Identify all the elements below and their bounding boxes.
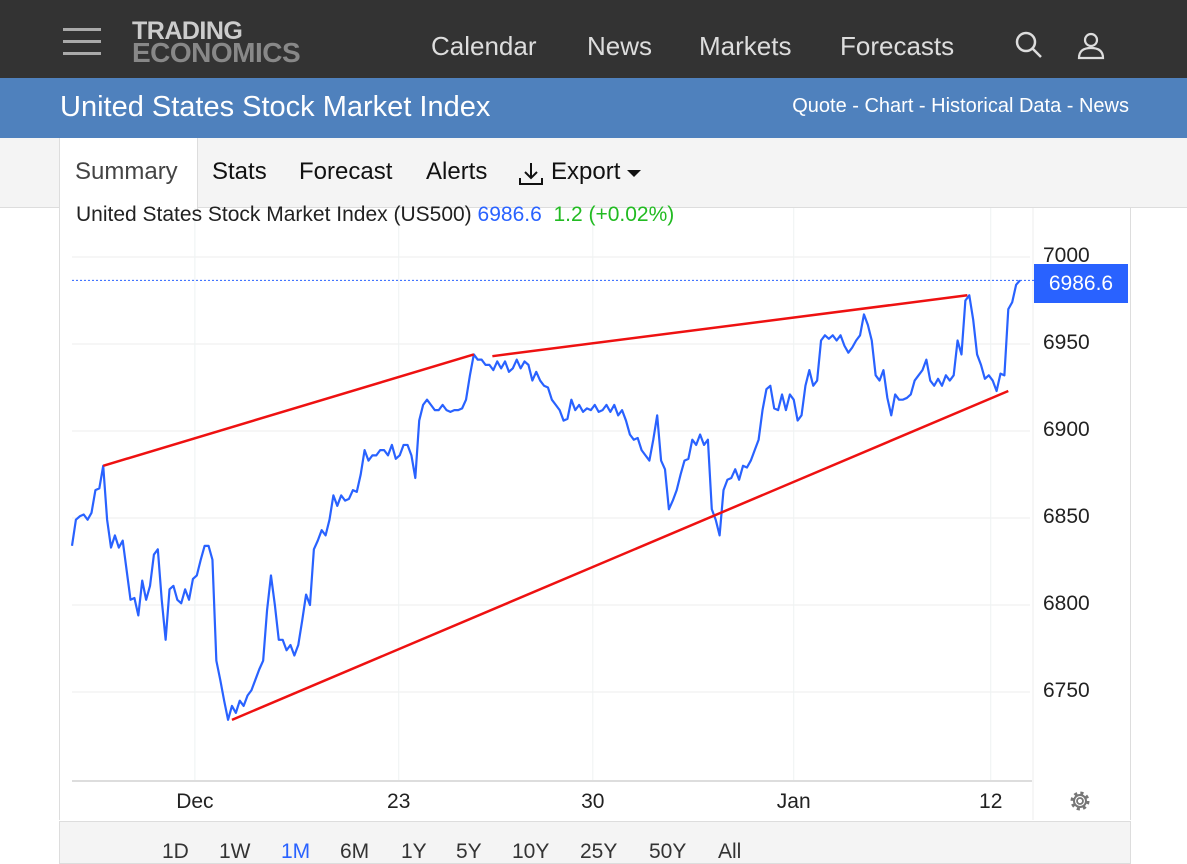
legend-series-name: United States Stock Market Index (US500): [76, 203, 472, 226]
logo-line2: ECONOMICS: [132, 37, 301, 68]
y-tick-label: 6900: [1043, 418, 1090, 441]
link-chart[interactable]: Chart: [864, 95, 914, 117]
top-nav-bar: [0, 0, 1187, 78]
range-6m[interactable]: 6M: [340, 840, 370, 863]
range-1y[interactable]: 1Y: [401, 840, 427, 863]
legend-price: 6986.6: [477, 203, 542, 226]
download-icon: [519, 163, 543, 185]
legend-change: 1.2 (+0.02%): [553, 203, 675, 226]
nav-calendar[interactable]: Calendar: [431, 31, 537, 61]
nav-markets[interactable]: Markets: [699, 31, 792, 61]
range-5y[interactable]: 5Y: [456, 840, 482, 863]
range-1d[interactable]: 1D: [162, 840, 189, 863]
tab-summary[interactable]: Summary: [75, 158, 178, 185]
y-tick-label: 6950: [1043, 331, 1090, 354]
caret-down-icon: [627, 170, 641, 177]
x-tick-label: Dec: [176, 790, 214, 813]
range-selector-bar: [59, 821, 1131, 864]
range-50y[interactable]: 50Y: [649, 840, 687, 863]
settings-gear-icon[interactable]: [1067, 788, 1093, 814]
range-25y[interactable]: 25Y: [580, 840, 618, 863]
y-tick-label: 7000: [1043, 244, 1090, 267]
chart-container: [59, 208, 1131, 820]
trend-line: [492, 294, 968, 358]
separator: -: [846, 95, 865, 117]
tab-export[interactable]: Export: [551, 158, 621, 185]
link-historical-data[interactable]: Historical Data: [931, 95, 1062, 117]
user-icon[interactable]: [1076, 30, 1106, 60]
link-quote[interactable]: Quote: [792, 95, 847, 117]
y-tick-label: 6750: [1043, 679, 1090, 702]
page-title-bar: [0, 78, 1187, 138]
tab-stats[interactable]: Stats: [212, 158, 267, 185]
tab-summary-bg: [59, 138, 198, 210]
tab-forecast[interactable]: Forecast: [299, 158, 393, 185]
x-tick-label: 12: [979, 790, 1003, 813]
range-10y[interactable]: 10Y: [512, 840, 550, 863]
separator: -: [913, 95, 932, 117]
range-all[interactable]: All: [718, 840, 742, 863]
y-tick-label: 6850: [1043, 505, 1090, 528]
separator: -: [1061, 95, 1079, 117]
sub-links: Quote - Chart - Historical Data - News: [792, 95, 1129, 118]
trading-economics-logo[interactable]: TRADING ECONOMICS: [132, 17, 301, 68]
x-tick-label: 30: [581, 790, 605, 813]
chart-legend: United States Stock Market Index (US500)…: [76, 203, 674, 227]
trend-line: [102, 353, 475, 467]
trend-line: [231, 389, 1009, 721]
nav-news[interactable]: News: [587, 31, 653, 61]
page-title: United States Stock Market Index: [60, 91, 491, 123]
price-series-line: [70, 279, 1021, 721]
link-news[interactable]: News: [1078, 95, 1129, 117]
tab-alerts[interactable]: Alerts: [426, 158, 488, 185]
range-1w[interactable]: 1W: [219, 840, 251, 863]
range-1m[interactable]: 1M: [281, 840, 311, 863]
search-icon[interactable]: [1014, 30, 1044, 60]
nav-forecasts[interactable]: Forecasts: [840, 31, 955, 61]
logo-line1: TRADING: [132, 17, 243, 45]
x-tick-label: Jan: [776, 790, 811, 813]
y-tick-label: 6800: [1043, 592, 1090, 615]
hamburger-menu-icon[interactable]: [63, 28, 101, 56]
last-price-badge: 6986.6: [1034, 264, 1128, 303]
x-tick-label: 23: [387, 790, 411, 813]
